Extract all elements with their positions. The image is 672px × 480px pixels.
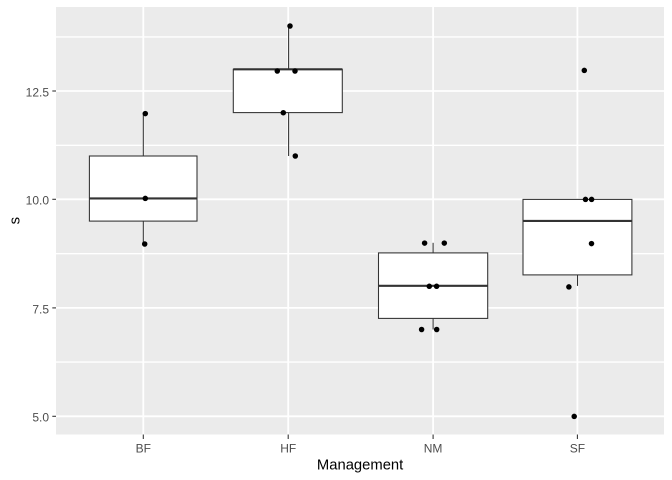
svg-text:HF: HF: [280, 442, 296, 456]
svg-text:BF: BF: [136, 442, 151, 456]
svg-text:10.0: 10.0: [26, 194, 50, 208]
svg-text:SF: SF: [570, 442, 585, 456]
svg-text:7.5: 7.5: [32, 302, 49, 316]
svg-text:5.0: 5.0: [32, 411, 49, 425]
svg-text:s: s: [8, 217, 24, 224]
svg-text:NM: NM: [424, 442, 443, 456]
svg-text:12.5: 12.5: [26, 85, 50, 99]
svg-text:Management: Management: [317, 458, 403, 474]
